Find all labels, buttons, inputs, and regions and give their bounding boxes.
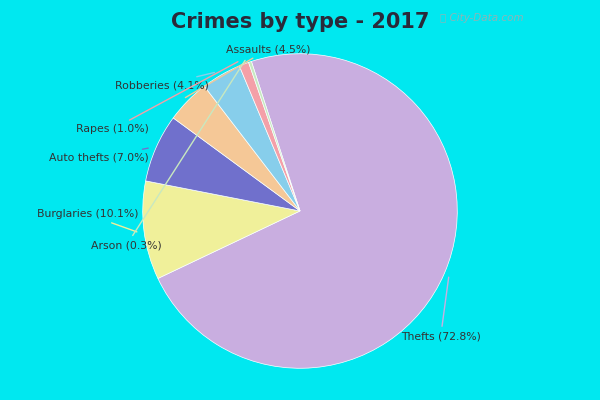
Text: Rapes (1.0%): Rapes (1.0%) — [76, 62, 238, 134]
Wedge shape — [143, 181, 300, 278]
Text: Assaults (4.5%): Assaults (4.5%) — [185, 44, 311, 98]
Text: Thefts (72.8%): Thefts (72.8%) — [401, 277, 481, 342]
Text: ⓘ City-Data.com: ⓘ City-Data.com — [440, 13, 523, 23]
Text: Burglaries (10.1%): Burglaries (10.1%) — [37, 209, 138, 232]
Wedge shape — [205, 66, 300, 211]
Text: Robberies (4.1%): Robberies (4.1%) — [115, 72, 214, 90]
Wedge shape — [158, 54, 457, 368]
Wedge shape — [173, 86, 300, 211]
Text: Auto thefts (7.0%): Auto thefts (7.0%) — [49, 148, 149, 162]
Wedge shape — [146, 118, 300, 211]
Wedge shape — [239, 62, 300, 211]
Text: Crimes by type - 2017: Crimes by type - 2017 — [171, 12, 429, 32]
Wedge shape — [248, 62, 300, 211]
Text: Arson (0.3%): Arson (0.3%) — [91, 60, 245, 250]
